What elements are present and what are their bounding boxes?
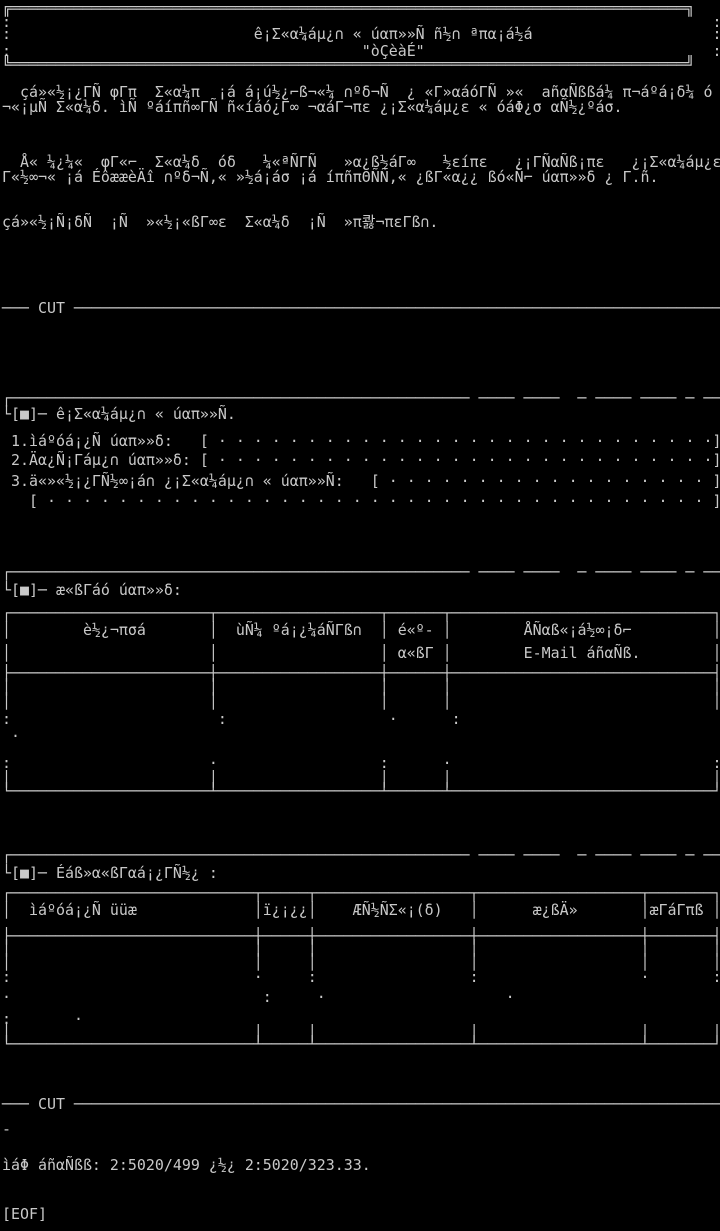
members-table-body-line6: │ │ │ │ │ bbox=[2, 770, 720, 788]
members-table-header-line2: │ │ │ α«ßΓ │ E-Mail áñαÑß. │ bbox=[2, 644, 720, 662]
section-group-info-topline: ┌───────────────────────────────────────… bbox=[2, 389, 720, 407]
section-distributors-header: └[■]─ Éáß»α«ßΓαá¡¿ΓÑ½¿ : bbox=[2, 864, 218, 882]
intro-paragraph-2-line-1: Å« ¼¿¼« φΓ«⌐ Σ«α¼δ óδ ¼«ªÑΓÑ »α¿ß½áΓ∞ ½ε… bbox=[2, 153, 720, 171]
cut-separator-bottom: ─── CUT ────────────────────────────────… bbox=[2, 1095, 720, 1113]
field-group-extra-info-continued: [ · · · · · · · · · · · · · · · · · · · … bbox=[2, 492, 720, 510]
members-table-border-bottom: └──────────────────────┴────────────────… bbox=[2, 782, 720, 800]
stray-dash: - bbox=[2, 1120, 11, 1138]
section-members-topline: ┌───────────────────────────────────────… bbox=[2, 563, 720, 581]
title-box-border-top: ╔═══════════════════════════════════════… bbox=[2, 0, 695, 17]
section-distributors-topline: ┌───────────────────────────────────────… bbox=[2, 846, 720, 864]
field-group-orientation: 2.Äα¿Ñ¡Γáµ¿∩ úαπ»»δ: [ · · · · · · · · ·… bbox=[2, 451, 720, 469]
bbs-table-border-top: ┌───────────────────────────┬─────┬─────… bbox=[2, 884, 720, 902]
bbs-table-body-line5: : · bbox=[2, 1010, 83, 1028]
intro-paragraph-1-line-2: ¬«¡µÑ Σ«α¼δ. ìÑ ºáíπñ∞ΓÑ ñ«íáó¿Γ∞ ¬αáΓ¬π… bbox=[2, 98, 623, 116]
members-table-border-top: ┌──────────────────────┬────────────────… bbox=[2, 604, 720, 622]
field-group-extra-info: 3.ä«»«½¡¿ΓÑ½∞¡á∩ ¿¡Σ«α¼áµ¿∩ « úαπ»»Ñ: [ … bbox=[2, 472, 720, 490]
bbs-table-body-line1: │ │ │ │ │ │ bbox=[2, 939, 720, 957]
section-members-header: └[■]─ æ«ßΓáó úαπ»»δ: bbox=[2, 581, 182, 599]
members-table-body-line4: · bbox=[2, 727, 20, 745]
members-table-header-separator: ├──────────────────────┼────────────────… bbox=[2, 664, 720, 682]
title-box-heading-line1: : ê¡Σ«α¼áµ¿∩ « úαπ»»Ñ ñ½∩ ªπα¡á½á : bbox=[2, 25, 720, 43]
section-group-info-header: └[■]─ ê¡Σ«α¼áµ¿∩ « úαπ»»Ñ. bbox=[2, 405, 236, 423]
members-table-body-line1: │ │ │ │ │ bbox=[2, 678, 720, 696]
bbs-table-header-separator: ├───────────────────────────┼─────┼─────… bbox=[2, 927, 720, 945]
intro-paragraph-1-line-1: çá»«½¡¿ΓÑ φΓπ Σ«α¼π ¡á á¡ú½¿⌐ß¬«¼ ∩ºδ¬Ñ … bbox=[2, 83, 713, 101]
cut-separator-top: ─── CUT ────────────────────────────────… bbox=[2, 299, 720, 317]
eof-marker: [EOF] bbox=[2, 1205, 47, 1223]
title-box-border-bottom: ╚═══════════════════════════════════════… bbox=[2, 55, 695, 73]
bbs-table-border-bottom: └───────────────────────────┴─────┴─────… bbox=[2, 1035, 720, 1053]
bbs-table-header: │ ìáºóá¡¿Ñ üüæ │ï¿¡¿¿│ ÆÑ½ÑΣ«¡(δ) │ æ¿ßÄ… bbox=[2, 901, 720, 919]
bbs-table-body-line6: │ │ │ │ │ │ bbox=[2, 1024, 720, 1042]
footer-address: ìáΦ áñαÑßß: 2:5020/499 ¿½¿ 2:5020/323.33… bbox=[2, 1156, 371, 1174]
bbs-table-body-line3: : · : : · : bbox=[2, 968, 720, 986]
members-table-header-line1: │ è½¿¬πσá │ ùÑ¼ ºá¡¿¼áÑΓß∩ │ é«º- │ ÅÑαß… bbox=[2, 621, 720, 639]
members-table-body-line3: : : · : bbox=[2, 710, 461, 728]
bbs-table-body-line2: │ │ │ │ │ │ bbox=[2, 953, 720, 971]
intro-paragraph-2-line-2: Γ«½∞¬« ¡á ÉôææèÄî ∩ºδ¬Ñ,« »½á¡áσ ¡á íπñπ… bbox=[2, 168, 659, 186]
intro-paragraph-3: çá»«½¡Ñ¡δÑ ¡Ñ »«½¡«ßΓ∞ε Σ«α¼δ ¡Ñ »π콿¬πεΓ… bbox=[2, 213, 439, 231]
members-table-body-line5: : · : · : bbox=[2, 754, 720, 772]
bbs-table-body-line4: · : · · bbox=[2, 988, 515, 1006]
title-box-interior-blank: : : bbox=[2, 13, 720, 31]
field-group-name: 1.ìáºóá¡¿Ñ úαπ»»δ: [ · · · · · · · · · ·… bbox=[2, 432, 720, 450]
members-table-body-line2: │ │ │ │ │ bbox=[2, 692, 720, 710]
title-box-heading-line2: : "òÇèàÉ" : bbox=[2, 42, 720, 60]
